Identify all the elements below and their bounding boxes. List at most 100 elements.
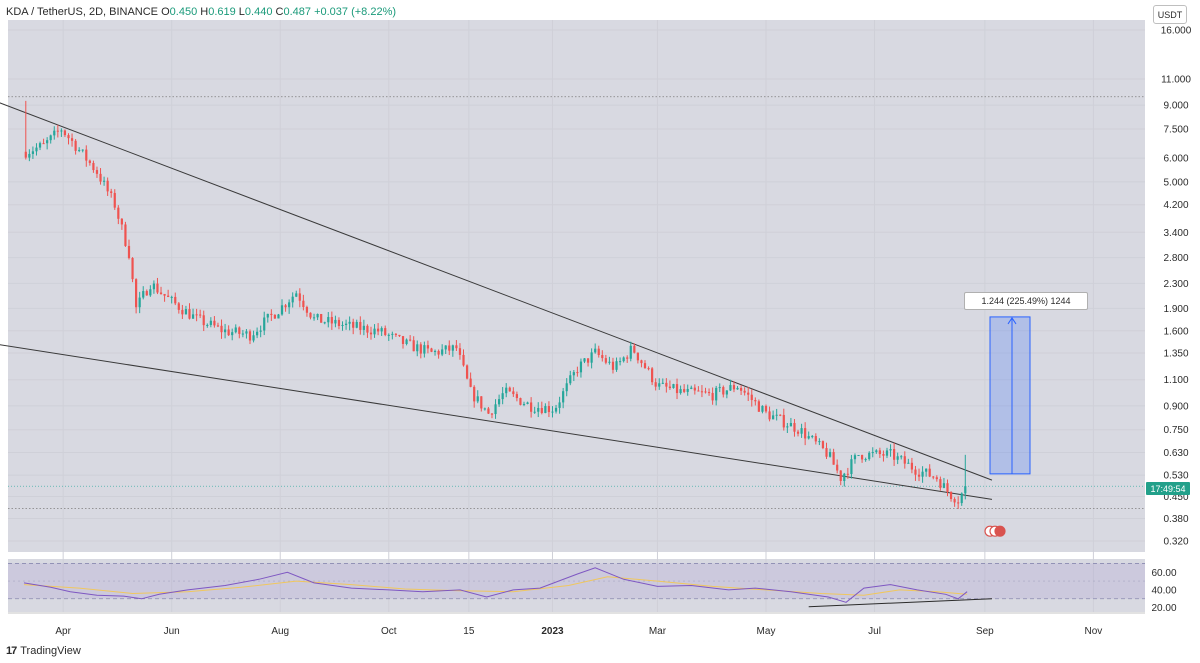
candle-body: [70, 138, 74, 141]
candle-body: [953, 499, 956, 503]
candle-body: [302, 300, 305, 308]
candle-body: [152, 283, 156, 290]
low-value: 0.440: [244, 6, 273, 18]
candle-body: [672, 384, 675, 389]
candle-body: [117, 207, 120, 219]
candle-body: [839, 470, 842, 481]
candle-body: [818, 441, 821, 443]
candle-body: [28, 153, 31, 158]
x-tick-label: May: [757, 626, 776, 637]
candle-body: [63, 130, 67, 136]
candle-body: [494, 404, 497, 415]
candle-body: [312, 317, 316, 319]
candle-body: [693, 387, 696, 391]
candle-body: [465, 365, 469, 379]
x-tick-label: Aug: [271, 626, 289, 637]
candle-body: [850, 459, 853, 475]
rsi-y-tick-label: 40.00: [1151, 585, 1176, 596]
candle-body: [138, 297, 141, 308]
candle-body: [946, 483, 949, 492]
candle-body: [280, 305, 284, 315]
y-tick-label: 1.600: [1163, 326, 1188, 337]
candle-body: [184, 309, 188, 315]
candle-body: [473, 386, 476, 402]
candle-body: [597, 348, 600, 356]
candle-body: [949, 491, 953, 500]
candle-body: [448, 345, 451, 351]
candle-body: [558, 402, 561, 408]
candle-body: [213, 320, 216, 326]
candle-body: [658, 383, 661, 387]
candle-body: [398, 334, 401, 337]
candle-body: [750, 394, 753, 401]
y-tick-label: 1.100: [1163, 375, 1188, 386]
candle-body: [377, 328, 380, 332]
candle-body: [939, 479, 942, 488]
rsi-ma-line: [23, 576, 968, 596]
candle-body: [480, 396, 483, 409]
candle-body: [426, 345, 430, 349]
candle-body: [526, 402, 529, 404]
candle-body: [917, 474, 921, 477]
candle-body: [323, 322, 326, 324]
upper-trendline: [0, 102, 993, 481]
candle-body: [99, 173, 102, 182]
candle-body: [512, 391, 515, 395]
candle-body: [665, 382, 668, 387]
candle-body: [675, 384, 679, 394]
candle-body: [35, 147, 38, 152]
candle-body: [704, 391, 707, 393]
candle-body: [579, 361, 583, 373]
candle-body: [601, 355, 604, 359]
candle-body: [366, 325, 369, 333]
candle-body: [145, 291, 148, 296]
measure-label: 1.244 (225.49%) 1244: [964, 292, 1088, 310]
candle-body: [925, 468, 928, 472]
candle-body: [832, 452, 835, 465]
currency-button[interactable]: USDT: [1153, 5, 1187, 24]
low-label: L: [238, 6, 245, 18]
candle-body: [914, 469, 917, 475]
candle-body: [437, 350, 440, 355]
candle-body: [419, 344, 422, 354]
y-tick-label: 0.380: [1163, 514, 1188, 525]
candle-body: [106, 180, 109, 192]
candle-body: [56, 130, 59, 132]
candle-body: [352, 321, 355, 328]
candle-body: [857, 455, 860, 457]
candle-body: [259, 330, 262, 332]
candle-body: [298, 293, 301, 301]
open-value: 0.450: [169, 6, 198, 18]
candle-body: [711, 392, 714, 401]
candle-body: [270, 313, 273, 315]
candle-body: [565, 383, 568, 392]
candle-body: [875, 450, 878, 453]
y-tick-label: 0.530: [1163, 471, 1188, 482]
candle-body: [394, 333, 397, 335]
candle-body: [725, 390, 728, 395]
candle-body: [572, 372, 575, 376]
candle-body: [576, 372, 579, 374]
candle-body: [220, 325, 223, 333]
candle-body: [320, 313, 323, 323]
candle-body: [754, 400, 757, 402]
candle-body: [878, 450, 881, 455]
candle-body: [163, 293, 166, 296]
flag-icon: [994, 525, 1006, 537]
candle-body: [355, 321, 358, 328]
candle-body: [142, 291, 145, 298]
candle-body: [60, 130, 63, 132]
candle-body: [729, 385, 732, 391]
candle-body: [533, 411, 536, 413]
candle-body: [707, 392, 711, 394]
candle-body: [935, 477, 938, 480]
candle-body: [743, 390, 746, 393]
candle-body: [761, 405, 764, 412]
candle-body: [88, 160, 91, 163]
candle-body: [316, 313, 319, 318]
candle-body: [362, 325, 365, 330]
candle-body: [583, 358, 586, 362]
candle-body: [248, 331, 252, 341]
x-tick-label: Apr: [55, 626, 71, 637]
